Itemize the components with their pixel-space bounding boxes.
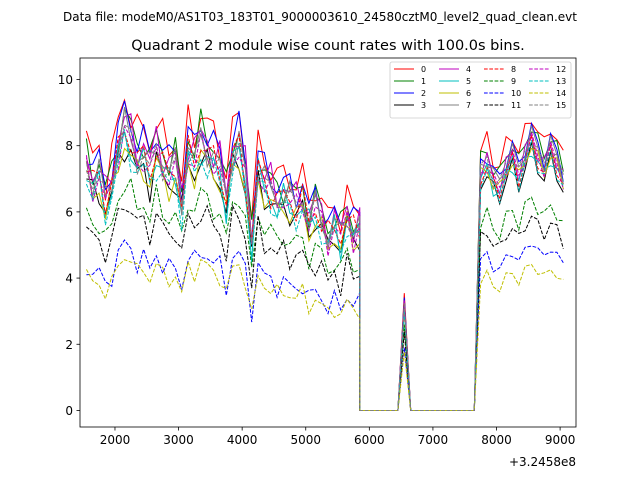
x-tick-label: 4000 [227,433,258,447]
series-line-11 [86,203,564,411]
legend-label-10: 10 [511,89,521,98]
legend-label-11: 11 [511,101,521,110]
series-layer [85,98,564,411]
series-line-12 [85,124,564,411]
suptitle: Data file: modeM0/AS1T03_183T01_90000036… [63,10,577,24]
series-line-14 [85,258,564,411]
legend-label-14: 14 [556,89,566,98]
series-line-4 [85,113,564,411]
x-tick-label: 7000 [418,433,449,447]
series-line-2 [86,100,564,411]
x-tick-label: 6000 [354,433,385,447]
x-tick-label: 5000 [290,433,321,447]
legend-box [389,61,572,119]
x-tick-label: 8000 [481,433,512,447]
y-tick-label: 2 [65,338,73,352]
series-line-10 [86,239,564,411]
legend-label-4: 4 [466,65,471,74]
y-tick-label: 4 [65,272,73,286]
series-line-7 [85,106,564,411]
series-line-0 [85,98,564,411]
legend-label-1: 1 [421,77,426,86]
legend-label-9: 9 [511,77,516,86]
series-line-8 [86,131,564,411]
chart-title: Quadrant 2 module wise count rates with … [131,38,525,54]
legend-label-3: 3 [421,101,426,110]
x-tick-label: 3000 [163,433,194,447]
legend-label-7: 7 [466,101,471,110]
x-tick-label: 9000 [545,433,576,447]
legend-label-2: 2 [421,89,426,98]
axes-frame [79,57,577,428]
y-tick-label: 6 [65,205,73,219]
y-tick-label: 8 [65,139,73,153]
series-line-6 [85,147,564,411]
y-tick-label: 10 [58,73,73,87]
y-tick-label: 0 [65,404,73,418]
series-line-3 [86,141,564,411]
legend-label-15: 15 [556,101,566,110]
legend-label-12: 12 [556,65,566,74]
x-offset-label: +3.2458e8 [509,455,576,469]
legend-label-6: 6 [466,89,471,98]
legend-label-13: 13 [556,77,566,86]
x-tick-label: 2000 [100,433,131,447]
legend-label-8: 8 [511,65,516,74]
series-line-9 [85,176,564,411]
series-line-15 [85,124,564,411]
legend-label-0: 0 [421,65,426,74]
legend-label-5: 5 [466,77,471,86]
